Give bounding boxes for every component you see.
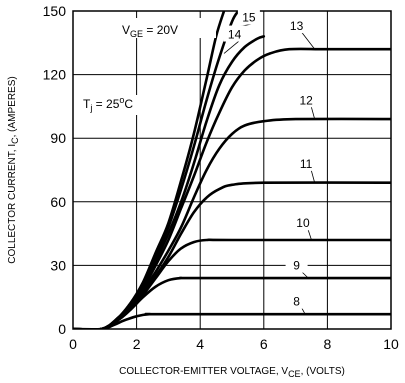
x-tick-label: 0 (69, 336, 77, 352)
x-axis-title: COLLECTOR-EMITTER VOLTAGE, VCE, (VOLTS) (119, 366, 345, 379)
y-tick-label: 90 (50, 130, 66, 146)
curve-label-mask (291, 214, 314, 231)
curve-label-9: 9 (293, 259, 300, 273)
y-tick-label: 60 (50, 194, 66, 210)
y-axis-title: COLLECTOR CURRENT, IC, (AMPERES) (7, 76, 20, 263)
curve-label-mask (223, 25, 246, 42)
curves (73, 11, 391, 329)
plot-frame (72, 10, 392, 330)
x-tick-label: 4 (196, 336, 204, 352)
curve-label-leader (223, 40, 240, 54)
curve-label-mask (285, 292, 308, 309)
curve-label-mask (295, 154, 318, 171)
curve-label-14: 14 (228, 28, 242, 42)
curve-label-mask (295, 91, 318, 108)
vge-label-mask (120, 18, 216, 38)
curve-label-leader (301, 271, 309, 279)
y-tick-label: 0 (58, 321, 66, 337)
curve-label-15: 15 (242, 11, 256, 25)
curve-label-leader (310, 106, 316, 120)
curve-label-leader (307, 229, 312, 241)
tick-labels: 0 2 4 6 8 10 0 30 60 90 120 150 (43, 3, 399, 352)
curve-label-mask (237, 8, 260, 25)
grid (73, 11, 391, 329)
vge-label: VGE = 20V (122, 23, 178, 39)
y-tick-label: 120 (43, 67, 67, 83)
x-tick-label: 2 (133, 336, 141, 352)
x-tick-label: 8 (324, 336, 332, 352)
tj-label: Tj = 25oC (83, 95, 133, 113)
curve-label-10: 10 (296, 216, 310, 230)
series-line-8 (73, 312, 391, 329)
curve-label-mask (285, 17, 308, 34)
curve-label-13: 13 (290, 19, 304, 33)
tj-label-mask (80, 95, 152, 115)
y-tick-label: 30 (50, 257, 66, 273)
curve-label-12: 12 (299, 93, 313, 107)
curve-label-leader (301, 307, 306, 315)
curve-label-11: 11 (300, 157, 313, 171)
series-line-13 (73, 47, 391, 329)
x-tick-label: 10 (383, 336, 399, 352)
curve-label-8: 8 (293, 295, 300, 309)
curve-label-mask (285, 256, 308, 273)
curve-label-leader (310, 169, 316, 183)
y-tick-label: 150 (43, 3, 67, 19)
curve-label-leader (301, 31, 315, 50)
x-tick-label: 6 (260, 336, 268, 352)
